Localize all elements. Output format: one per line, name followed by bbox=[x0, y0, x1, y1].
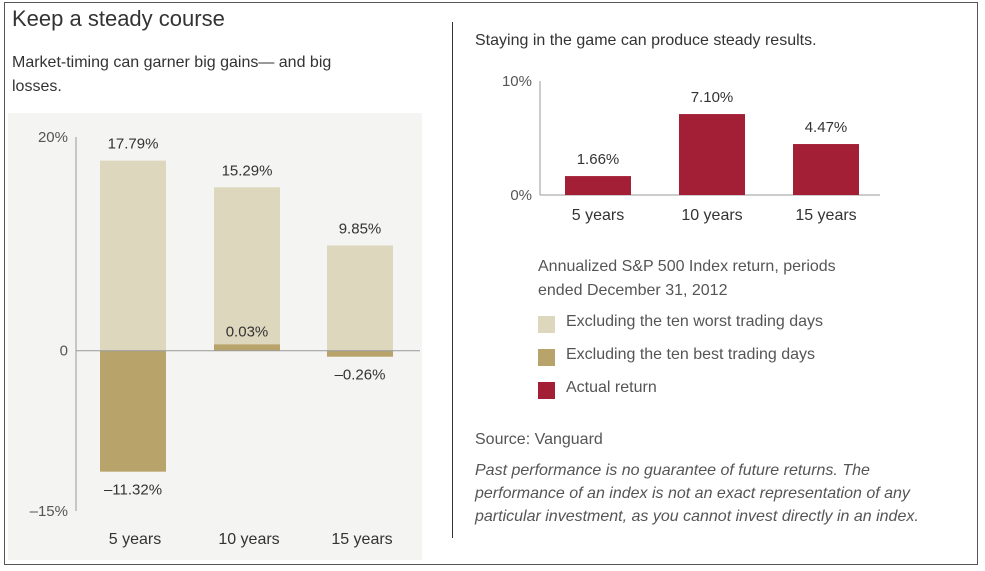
legend-swatch bbox=[538, 349, 555, 366]
data-label: –11.32% bbox=[104, 482, 162, 499]
left-chart-subtitle: Market-timing can garner big gains— and … bbox=[12, 54, 332, 95]
y-tick-label: 10% bbox=[502, 73, 532, 90]
x-category-label: 5 years bbox=[109, 531, 161, 548]
bar-excluding-best-days bbox=[214, 344, 280, 351]
data-label: 17.79% bbox=[108, 136, 159, 153]
bar-actual-return bbox=[565, 176, 631, 195]
legend-swatch bbox=[538, 316, 555, 333]
disclaimer-note: Past performance is no guarantee of futu… bbox=[475, 462, 919, 525]
data-label: 4.47% bbox=[805, 119, 848, 136]
legend-label: Excluding the ten best trading days bbox=[566, 346, 816, 363]
x-category-label: 15 years bbox=[331, 531, 392, 548]
data-label: 7.10% bbox=[691, 89, 734, 106]
data-label: 0.03% bbox=[226, 323, 269, 340]
panel-divider bbox=[452, 22, 453, 538]
y-tick-label: 0% bbox=[510, 187, 532, 204]
bar-excluding-best-days bbox=[100, 350, 166, 472]
x-category-label: 10 years bbox=[681, 207, 742, 224]
x-category-label: 5 years bbox=[572, 207, 624, 224]
data-label: 15.29% bbox=[222, 162, 273, 179]
bar-actual-return bbox=[793, 144, 859, 195]
legend-title: Annualized S&P 500 Index return, periods… bbox=[538, 258, 836, 299]
bar-excluding-worst-days bbox=[327, 245, 393, 351]
source-note: Source: Vanguard bbox=[475, 431, 603, 448]
y-tick-label: 20% bbox=[38, 129, 68, 146]
y-tick-label: –15% bbox=[30, 503, 68, 520]
legend-label: Excluding the ten worst trading days bbox=[566, 313, 824, 330]
bar-excluding-best-days bbox=[327, 350, 393, 357]
legend-swatch bbox=[538, 382, 555, 399]
legend-label: Actual return bbox=[566, 379, 657, 396]
data-label: –0.26% bbox=[335, 367, 386, 384]
bar-excluding-worst-days bbox=[100, 160, 166, 351]
x-category-label: 15 years bbox=[795, 207, 856, 224]
chart-title: Keep a steady course bbox=[12, 6, 225, 31]
x-category-label: 10 years bbox=[218, 531, 279, 548]
data-label: 9.85% bbox=[339, 220, 382, 237]
y-tick-label: 0 bbox=[60, 343, 68, 360]
bar-actual-return bbox=[679, 114, 745, 195]
right-chart-title: Staying in the game can produce steady r… bbox=[475, 32, 817, 49]
bar-excluding-worst-days bbox=[214, 187, 280, 351]
data-label: 1.66% bbox=[577, 151, 620, 168]
